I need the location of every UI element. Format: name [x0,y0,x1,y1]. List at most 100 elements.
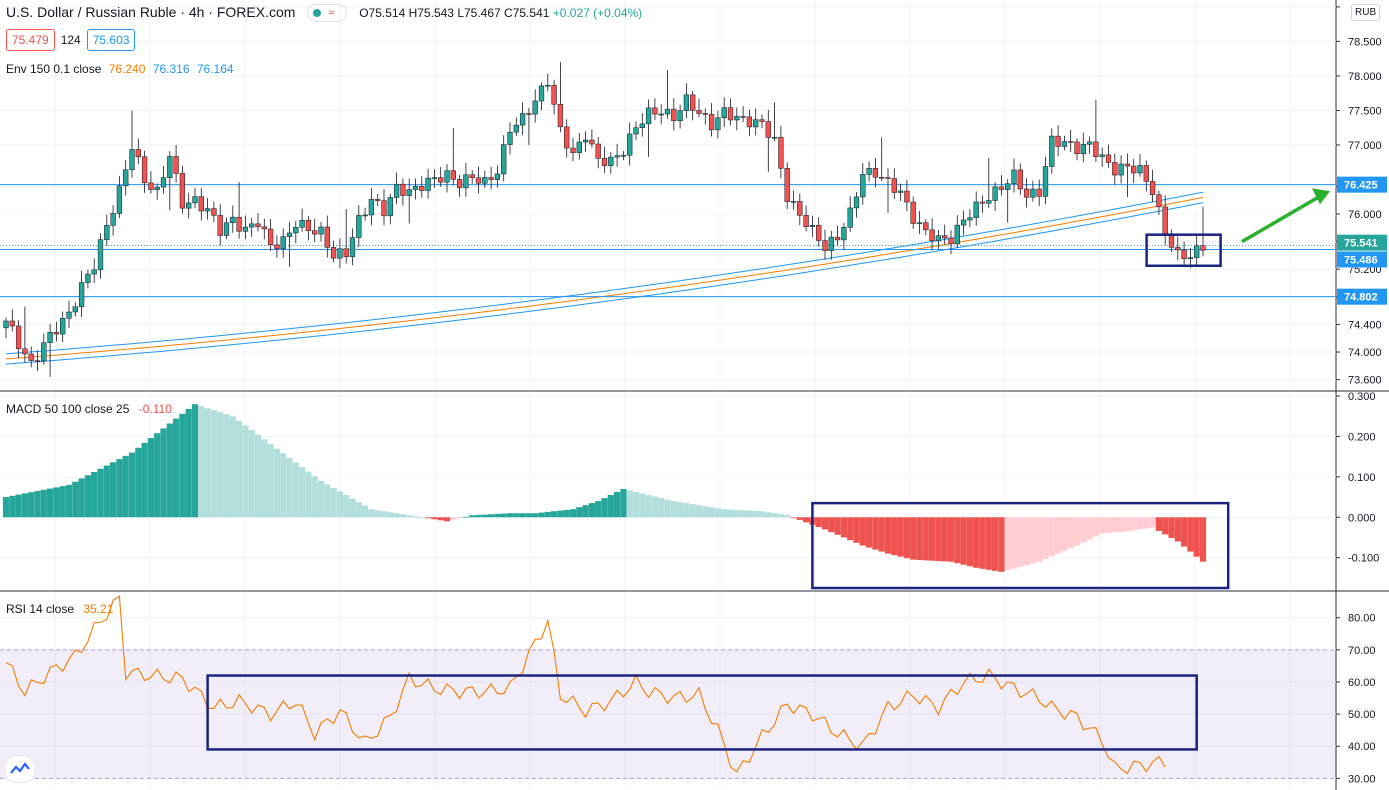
macd-histogram-bar[interactable] [752,510,759,518]
macd-histogram-bar[interactable] [569,509,577,518]
macd-histogram-bar[interactable] [740,510,747,518]
macd-histogram-bar[interactable] [891,517,898,556]
macd-histogram-bar[interactable] [1067,517,1074,549]
macd-histogram-bar[interactable] [412,516,419,518]
envelope-legend[interactable]: Env 150 0.1 close 76.240 76.316 76.164 [6,62,234,76]
macd-histogram-bar[interactable] [330,487,337,518]
macd-histogram-bar[interactable] [966,517,973,567]
candle-body[interactable] [885,177,891,179]
macd-histogram-bar[interactable] [821,517,829,530]
macd-histogram-bar[interactable] [758,511,766,518]
candle-body[interactable] [627,133,633,156]
candle-body[interactable] [916,222,923,224]
symbol-legend[interactable]: U.S. Dollar / Russian Ruble · 4h · FOREX… [6,4,642,23]
candle-body[interactable] [236,216,242,232]
candle-body[interactable] [9,320,15,327]
candle-body[interactable] [211,208,217,216]
candle-body[interactable] [381,200,387,217]
macd-histogram-bar[interactable] [1099,517,1106,534]
candle-body[interactable] [740,116,746,118]
candle-body[interactable] [293,227,299,234]
macd-histogram-bar[interactable] [387,512,394,518]
rsi-panel[interactable] [0,594,1336,779]
macd-histogram-bar[interactable] [248,430,255,518]
candle-body[interactable] [992,186,998,201]
candle-body[interactable] [1175,247,1181,251]
candle-body[interactable] [847,207,853,228]
macd-histogram-bar[interactable] [59,486,66,518]
macd-histogram-bar[interactable] [305,471,312,518]
macd-histogram-bar[interactable] [166,423,173,518]
macd-histogram-bar[interactable] [78,478,85,518]
candle-body[interactable] [362,214,368,217]
candle-body[interactable] [753,119,759,128]
annotations-layer[interactable] [206,188,1330,751]
macd-histogram-bar[interactable] [992,517,999,571]
candle-body[interactable] [135,149,141,158]
macd-histogram-bar[interactable] [72,481,79,518]
candle-body[interactable] [1149,181,1156,195]
macd-histogram-bar[interactable] [847,517,854,541]
candle-body[interactable] [1080,144,1086,155]
macd-histogram-bar[interactable] [273,448,280,518]
symbol-title[interactable]: U.S. Dollar / Russian Ruble · 4h · FOREX… [6,4,296,20]
candle-body[interactable] [645,107,652,125]
candle-body[interactable] [942,235,948,239]
macd-histogram-bar[interactable] [670,501,677,518]
macd-histogram-bar[interactable] [702,506,709,518]
candle-body[interactable] [822,240,828,251]
macd-histogram-bar[interactable] [828,517,835,533]
macd-histogram-bar[interactable] [506,513,514,518]
macd-histogram-bar[interactable] [443,517,451,522]
candle-body[interactable] [746,116,753,128]
candle-body[interactable] [274,244,280,250]
candle-body[interactable] [608,156,614,166]
macd-histogram-bar[interactable] [406,515,413,518]
macd-histogram-bar[interactable] [866,517,873,548]
candle-body[interactable] [34,360,41,362]
macd-histogram-bar[interactable] [210,410,217,518]
candle-body[interactable] [1168,235,1175,248]
macd-histogram-bar[interactable] [551,511,558,518]
candle-body[interactable] [217,215,223,236]
candle-body[interactable] [186,202,192,209]
candle-body[interactable] [488,177,494,180]
candle-body[interactable] [154,186,160,190]
candle-body[interactable] [475,177,482,184]
candle-body[interactable] [904,190,910,203]
candle-body[interactable] [790,201,797,203]
candle-body[interactable] [778,137,784,169]
candle-body[interactable] [129,149,135,171]
macd-histogram-bar[interactable] [469,515,476,518]
buy-price-button[interactable]: 75.603 [86,29,136,51]
macd-histogram-bar[interactable] [116,459,123,518]
candle-body[interactable] [721,107,727,118]
macd-histogram-bar[interactable] [154,433,161,518]
candle-body[interactable] [104,225,110,240]
macd-histogram-bar[interactable] [859,517,866,546]
candle-body[interactable] [683,94,690,111]
candle-body[interactable] [582,139,589,143]
candle-body[interactable] [41,342,47,362]
candle-body[interactable] [891,178,897,193]
macd-histogram-bar[interactable] [960,517,967,565]
macd-histogram-bar[interactable] [336,491,343,518]
candle-body[interactable] [255,223,261,228]
macd-histogram-bar[interactable] [97,468,104,518]
macd-histogram-bar[interactable] [651,496,658,518]
candle-body[interactable] [160,177,167,188]
price-label-box[interactable] [1337,251,1387,268]
candle-body[interactable] [872,168,879,178]
candle-body[interactable] [456,179,463,189]
macd-histogram-bar[interactable] [15,494,22,518]
candle-body[interactable] [948,237,954,245]
candle-body[interactable] [501,144,507,175]
macd-histogram-bar[interactable] [128,452,136,518]
candle-body[interactable] [1118,163,1124,176]
macd-histogram-bar[interactable] [122,455,129,518]
macd-histogram-bar[interactable] [1149,517,1156,528]
macd-histogram-bar[interactable] [607,495,614,518]
candle-body[interactable] [230,216,236,224]
macd-histogram-bar[interactable] [267,443,274,518]
macd-histogram-bar[interactable] [626,490,633,518]
